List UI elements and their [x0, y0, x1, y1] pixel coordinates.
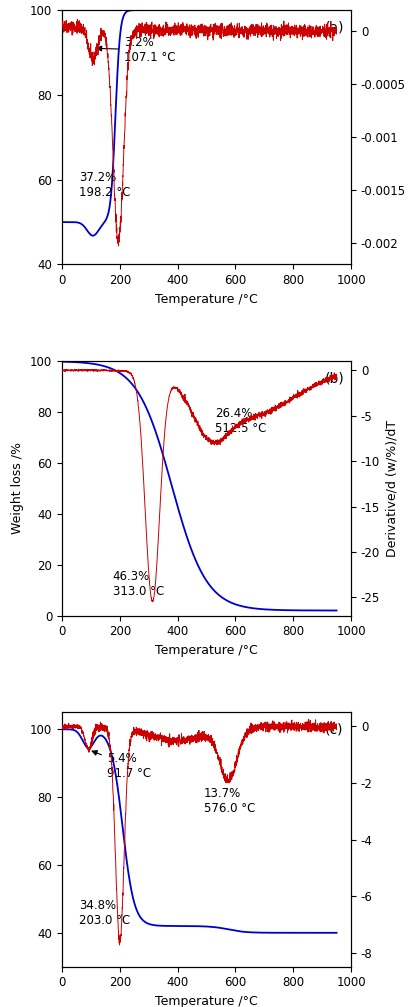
Text: (b): (b) — [325, 372, 345, 386]
Text: 3.2%
107.1 °C: 3.2% 107.1 °C — [97, 36, 176, 64]
Text: (a): (a) — [325, 20, 344, 34]
Text: 46.3%
313.0 °C: 46.3% 313.0 °C — [112, 570, 164, 598]
Text: 26.4%
512.5 °C: 26.4% 512.5 °C — [215, 407, 266, 435]
Y-axis label: Derivative/d (w/%)/dT: Derivative/d (w/%)/dT — [386, 420, 399, 557]
Text: 13.7%
576.0 °C: 13.7% 576.0 °C — [204, 786, 255, 815]
Text: 37.2%
198.2 °C: 37.2% 198.2 °C — [79, 171, 131, 199]
Text: (c): (c) — [325, 722, 344, 736]
Text: 34.8%
203.0 °C: 34.8% 203.0 °C — [79, 899, 131, 926]
Text: 5.4%
91.7 °C: 5.4% 91.7 °C — [92, 750, 151, 779]
Y-axis label: Weight loss /%: Weight loss /% — [12, 442, 24, 535]
X-axis label: Temperature /°C: Temperature /°C — [155, 293, 258, 306]
X-axis label: Temperature /°C: Temperature /°C — [155, 995, 258, 1007]
X-axis label: Temperature /°C: Temperature /°C — [155, 643, 258, 657]
